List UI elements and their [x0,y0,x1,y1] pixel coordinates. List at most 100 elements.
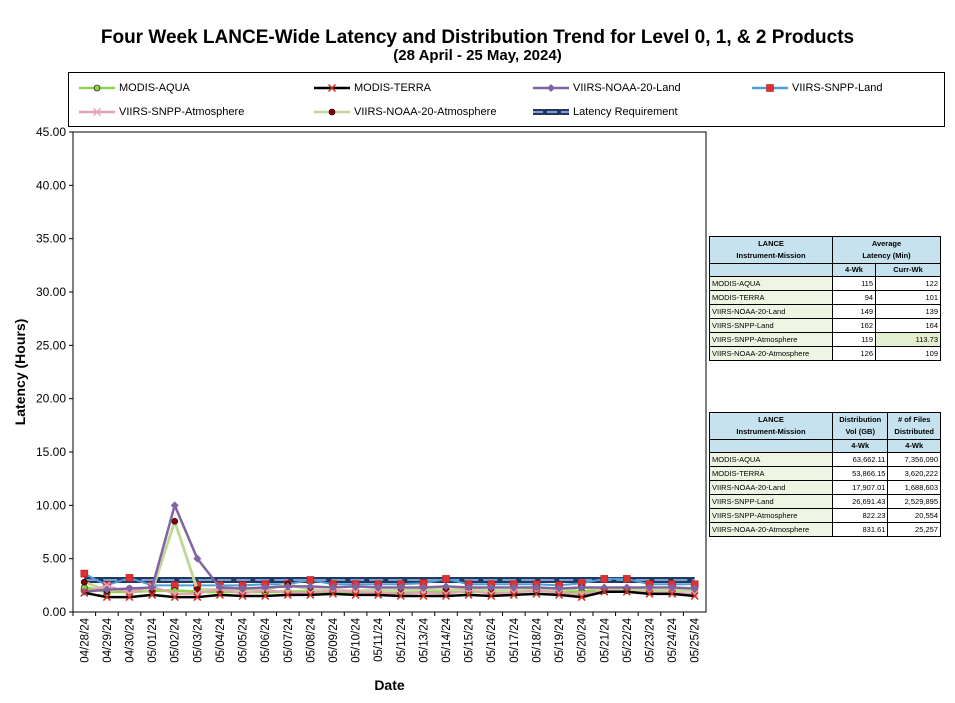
legend-label: VIIRS-NOAA-20-Atmosphere [354,106,497,118]
data-point [171,518,179,525]
data-point [622,587,631,596]
data-point [102,593,111,602]
x-tick-label: 05/08/24 [305,617,317,662]
data-point [555,584,564,593]
dist-header-files2: Distributed [894,427,935,436]
legend-item-modis-aqua: MODIS-AQUA [77,82,190,94]
dist-subheader-blank [709,439,833,453]
data-point [351,590,360,599]
x-tick-label: 05/18/24 [531,617,543,662]
table-row: MODIS-AQUA 115 122 [709,276,941,291]
distribution-table-body: MODIS-AQUA 63,662.11 7,356,090 MODIS-TERRA 5… [709,452,941,537]
y-tick-label: 45.00 [36,125,66,139]
table-cell: 94 [831,290,877,305]
data-point [170,593,179,602]
data-point [102,585,111,594]
table-cell: VIIRS-SNPP-Land [709,318,833,333]
data-point [261,583,270,592]
table-cell: 119 [831,332,877,347]
data-point [283,590,292,599]
legend-label: Latency Requirement [573,106,678,118]
legend-label: VIIRS-SNPP-Atmosphere [119,106,245,118]
table-cell: 3,620,222 [887,466,941,481]
table-cell: 20,554 [887,508,941,523]
distribution-table: LANCE Instrument-Mission Distribution Vol … [709,412,941,537]
latency-subheader-currwk: Curr-Wk [875,263,941,277]
y-tick-label: 20.00 [36,392,66,406]
table-cell: 7,356,090 [887,452,941,467]
table-cell: MODIS-TERRA [709,290,833,305]
legend-label: VIIRS-SNPP-Land [792,82,883,94]
chart-title: Four Week LANCE-Wide Latency and Distrib… [100,27,855,48]
chart-subtitle: (28 April - 25 May, 2024) [393,47,562,64]
legend-swatch [314,83,350,93]
table-cell: 101 [875,290,941,305]
table-cell: 164 [875,318,941,333]
y-tick-label: 25.00 [36,338,66,352]
data-point [215,583,224,592]
latency-table-header-average: Average Latency (Min) [832,236,941,264]
data-point [396,591,405,601]
x-tick-label: 04/28/24 [79,617,91,662]
legend-label: MODIS-TERRA [354,82,431,94]
data-point [194,586,201,593]
table-cell: 162 [831,318,877,333]
data-point [125,574,134,582]
series-line [84,501,695,593]
data-point [555,590,564,599]
table-cell: 122 [875,276,941,291]
table-cell: VIIRS-NOAA-20-Atmosphere [709,522,833,537]
dist-subheader-4wk-a: 4-Wk [831,439,889,453]
series-line [83,584,695,596]
y-tick-label: 5.00 [43,552,67,566]
x-tick-label: 05/17/24 [509,617,521,662]
data-point [419,591,428,601]
data-point [306,590,315,599]
data-point [668,583,677,592]
latency-subheader-4wk: 4-Wk [831,263,877,277]
legend-item-viirs-snpp-atmosphere: VIIRS-SNPP-Atmosphere [77,106,244,118]
dist-table-header-volume: Distribution Vol (GB) [831,412,889,440]
data-point [125,593,134,602]
latency-table-header-instrument: LANCE Instrument-Mission [709,236,833,264]
x-tick-label: 05/10/24 [351,617,363,662]
table-cell: MODIS-AQUA [709,276,833,291]
data-point [306,582,315,591]
latency-header-avg2: Latency (Min) [862,251,911,260]
data-point [532,589,541,598]
data-point [328,583,337,592]
data-point [80,569,89,578]
table-cell: 17,907.01 [831,480,889,495]
x-tick-label: 05/07/24 [283,617,295,662]
y-tick-label: 10.00 [36,498,66,512]
table-row: VIIRS-NOAA-20-Land 149 139 [709,304,941,319]
data-point [487,583,496,592]
legend-item-viirs-noaa-20-atmosphere: VIIRS-NOAA-20-Atmosphere [312,106,496,118]
table-cell: 113.73 [875,332,941,347]
table-row: MODIS-AQUA 63,662.11 7,356,090 [709,452,941,467]
legend-item-modis-terra: MODIS-TERRA [312,82,431,94]
data-point [487,591,496,601]
data-point [532,583,541,592]
data-point [80,588,89,597]
data-point [464,590,473,599]
table-cell: MODIS-AQUA [709,452,833,467]
data-point [766,84,774,92]
data-point [193,554,202,563]
x-tick-label: 05/14/24 [441,617,453,662]
data-point [374,590,383,599]
y-tick-label: 0.00 [43,605,67,619]
dist-subheader-4wk-b: 4-Wk [887,439,941,453]
legend-swatch [314,108,350,116]
x-tick-label: 05/05/24 [238,617,250,662]
dist-header-line1: LANCE [758,415,784,424]
legend-item-viirs-noaa-20-land: VIIRS-NOAA-20-Land [531,82,681,94]
data-point [261,591,270,601]
x-tick-label: 05/11/24 [373,617,385,662]
table-row: VIIRS-NOAA-20-Atmosphere 126 109 [709,346,941,361]
table-cell: VIIRS-NOAA-20-Atmosphere [709,346,833,361]
data-point [600,575,609,583]
data-point [690,591,699,601]
data-point [327,83,337,93]
